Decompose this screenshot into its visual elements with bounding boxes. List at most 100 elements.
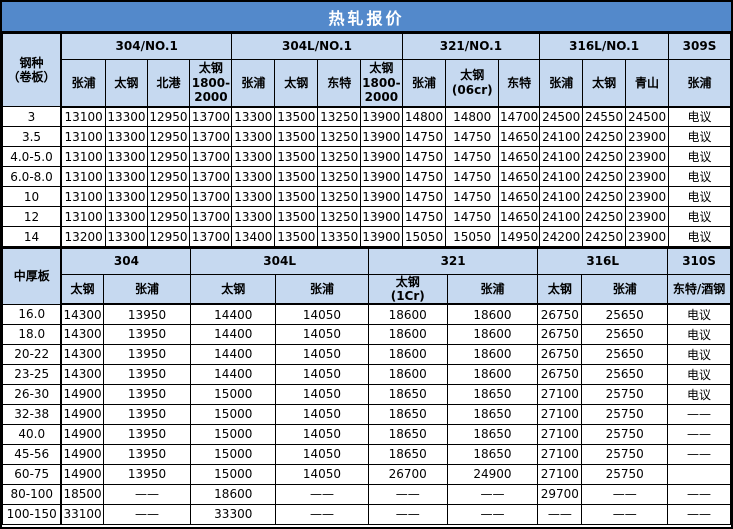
row-label: 6.0-8.0 [2,166,62,187]
price-cell: 18600 [446,343,539,365]
price-cell: 电议 [668,226,731,247]
price-cell: 14650 [498,126,541,147]
mill-header: 太钢 [190,273,277,306]
price-cell: —— [367,483,448,505]
price-cell: 13300 [105,186,148,207]
price-cell: 13950 [102,403,192,425]
row-label: 12 [2,206,62,227]
price-cell: 14400 [190,343,277,365]
price-cell: 13100 [60,186,107,207]
mill-header: 东特/酒钢 [667,273,731,306]
table-row: 40.0 14900 13950 15000 14050 18650 18650 27100 2… [2,423,731,445]
price-cell: 14300 [60,343,104,365]
price-cell: 18600 [367,343,448,365]
price-cell: 25650 [581,363,669,385]
price-cell: 14750 [401,146,447,167]
price-cell: —— [275,483,369,505]
table-row: 20-22 14300 13950 14400 14050 18600 18600 26750… [2,343,731,365]
table-row: 80-100 18500 —— 18600 —— —— —— 29700 —— —— [2,483,731,505]
price-cell: 23900 [625,206,669,227]
price-cell: 电议 [667,383,731,405]
price-cell: 24100 [539,206,584,227]
row-label: 10 [2,186,62,207]
mill-header: 张浦 [60,59,107,108]
row-label: 26-30 [2,383,63,405]
price-cell: 13500 [274,106,319,127]
price-cell: 25750 [581,443,669,465]
price-cell: 13700 [189,226,233,247]
price-cell: 14300 [60,323,104,345]
price-cell: 18650 [446,423,539,445]
row-label: 3.5 [2,126,62,147]
mill-header: 太钢 [105,59,148,108]
row-label: 20-22 [2,343,63,365]
price-cell: —— [667,483,731,505]
price-cell: 26750 [537,343,583,365]
price-cell: —— [275,503,369,525]
price-cell: 24250 [582,206,627,227]
price-cell: 25650 [581,323,669,345]
price-cell: 18650 [367,423,448,445]
price-cell: 14750 [445,126,500,147]
price-cell: 14900 [60,423,104,445]
row-label: 32-38 [2,403,63,425]
table-row: 14 13200 13300 12950 13700 13400 13500 13350 139… [2,226,731,247]
section-corner-label: 钢种 （卷板） [2,33,62,107]
table-row: 45-56 14900 13950 15000 14050 18650 18650 27100… [2,443,731,465]
price-cell: —— [367,503,448,525]
row-label: 60-75 [2,463,63,485]
price-cell: 15000 [190,383,277,405]
price-cell: 18600 [190,483,277,505]
mill-header: 张浦 [102,273,192,306]
price-cell: 13900 [360,226,403,247]
price-cell: 14800 [401,106,447,127]
price-cell: 13250 [317,166,362,187]
price-cell: —— [581,483,669,505]
price-cell: 14900 [60,443,104,465]
plate-price-table: 中厚板 304 304L 321 316L 310S 太钢 张浦 太钢 张浦 太钢 (1Cr) 张浦太… [2,247,731,525]
price-cell: 14050 [275,343,369,365]
price-cell: 24100 [539,126,584,147]
price-cell: 13300 [231,206,276,227]
price-cell: 13950 [102,383,192,405]
price-cell: 18600 [367,323,448,345]
price-cell: 13300 [231,186,276,207]
mill-header: 太钢 (06cr) [445,59,500,108]
table-row: 6.0-8.0 13100 13300 12950 13700 13300 13500 132… [2,166,731,187]
price-cell: 23900 [625,166,669,187]
price-cell: 25750 [581,463,669,485]
price-cell: 13100 [60,126,107,147]
price-cell: —— [446,483,539,505]
coil-price-table: 钢种 （卷板） 304/NO.1 304L/NO.1 321/NO.1 316L/NO.… [2,33,731,247]
grade-group-header: 316L/NO.1 [539,33,669,60]
grade-group-header: 304/NO.1 [60,33,233,60]
price-cell: 18650 [446,403,539,425]
price-cell: 14050 [275,443,369,465]
price-cell: 电议 [667,343,731,365]
price-cell: 13250 [317,146,362,167]
mill-header: 张浦 [668,59,731,108]
price-cell: 14050 [275,323,369,345]
price-cell: 23900 [625,126,669,147]
price-cell: 13300 [105,106,148,127]
price-cell: 18600 [367,303,448,325]
price-cell: 13300 [231,146,276,167]
price-cell: 13700 [189,106,233,127]
price-cell: 14900 [60,383,104,405]
price-cell: 25750 [581,383,669,405]
price-cell: 27100 [537,443,583,465]
price-cell: 14050 [275,423,369,445]
price-cell: 27100 [537,383,583,405]
price-cell: 电议 [668,146,731,167]
price-cell: 电议 [668,206,731,227]
grade-group-header: 321 [367,247,539,275]
price-cell [667,463,731,485]
price-cell: 13700 [189,206,233,227]
price-cell: —— [102,483,192,505]
price-cell: 29700 [537,483,583,505]
price-cell: 14750 [401,206,447,227]
table-row: 12 13100 13300 12950 13700 13300 13500 13250 139… [2,206,731,227]
price-cell: 18500 [60,483,104,505]
price-cell: —— [102,503,192,525]
page-title: 热轧报价 [2,2,731,33]
